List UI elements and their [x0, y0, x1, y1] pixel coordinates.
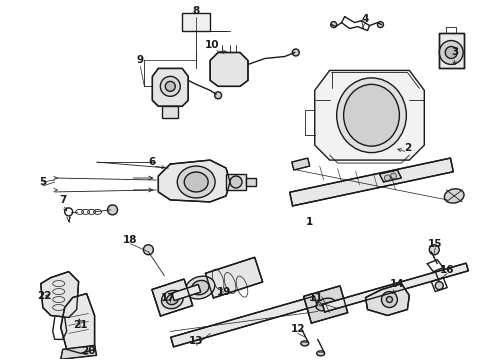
Text: 9: 9 — [137, 55, 144, 66]
Ellipse shape — [337, 78, 406, 153]
Text: 13: 13 — [189, 336, 203, 346]
Circle shape — [165, 81, 175, 91]
Text: 22: 22 — [38, 291, 52, 301]
Ellipse shape — [301, 341, 309, 346]
Ellipse shape — [444, 189, 464, 203]
Ellipse shape — [184, 172, 208, 192]
Text: 5: 5 — [39, 177, 47, 187]
Text: 16: 16 — [440, 265, 454, 275]
Text: 3: 3 — [452, 48, 459, 58]
Ellipse shape — [162, 291, 183, 309]
Ellipse shape — [317, 351, 325, 356]
Ellipse shape — [316, 298, 335, 311]
Polygon shape — [61, 345, 97, 359]
Polygon shape — [172, 284, 201, 301]
Circle shape — [160, 76, 180, 96]
Text: 10: 10 — [205, 40, 220, 50]
Polygon shape — [304, 286, 348, 323]
Text: 17: 17 — [161, 293, 175, 302]
Circle shape — [382, 292, 397, 307]
Circle shape — [391, 173, 396, 179]
Polygon shape — [290, 158, 453, 206]
Circle shape — [387, 297, 392, 302]
Polygon shape — [41, 272, 78, 318]
Text: 14: 14 — [390, 279, 405, 289]
Text: 12: 12 — [291, 324, 305, 334]
Polygon shape — [292, 158, 310, 170]
Circle shape — [385, 175, 391, 181]
Text: 20: 20 — [81, 346, 96, 356]
Text: 21: 21 — [74, 320, 88, 330]
Text: 18: 18 — [123, 235, 138, 245]
Polygon shape — [210, 53, 248, 86]
Polygon shape — [205, 257, 263, 298]
Ellipse shape — [343, 84, 399, 146]
Polygon shape — [246, 178, 256, 186]
Text: 4: 4 — [362, 14, 369, 24]
Circle shape — [65, 208, 73, 216]
Circle shape — [144, 245, 153, 255]
Ellipse shape — [192, 280, 209, 295]
Circle shape — [429, 245, 439, 255]
Polygon shape — [226, 174, 246, 190]
Circle shape — [435, 282, 443, 289]
Polygon shape — [366, 284, 409, 315]
Polygon shape — [322, 263, 468, 312]
Polygon shape — [152, 68, 188, 106]
Polygon shape — [439, 32, 464, 68]
Circle shape — [331, 22, 337, 28]
Text: 6: 6 — [149, 157, 156, 167]
Circle shape — [230, 176, 242, 188]
Polygon shape — [162, 106, 178, 118]
Polygon shape — [379, 170, 401, 182]
Ellipse shape — [167, 294, 178, 305]
Polygon shape — [315, 71, 424, 160]
Text: 8: 8 — [193, 6, 200, 15]
Circle shape — [293, 49, 299, 56]
Circle shape — [377, 22, 384, 28]
Text: 15: 15 — [428, 239, 442, 249]
Bar — [182, 13, 210, 31]
Polygon shape — [152, 279, 193, 316]
Circle shape — [215, 92, 221, 99]
Text: 2: 2 — [404, 143, 411, 153]
Ellipse shape — [177, 166, 215, 198]
Circle shape — [445, 46, 457, 58]
Text: 1: 1 — [306, 217, 314, 227]
Ellipse shape — [186, 276, 215, 299]
Text: 7: 7 — [59, 195, 66, 205]
Text: 11: 11 — [309, 293, 323, 302]
Circle shape — [439, 41, 463, 64]
Polygon shape — [61, 293, 95, 353]
Polygon shape — [158, 160, 230, 202]
Circle shape — [107, 205, 118, 215]
Polygon shape — [171, 296, 317, 347]
Text: 19: 19 — [217, 287, 231, 297]
